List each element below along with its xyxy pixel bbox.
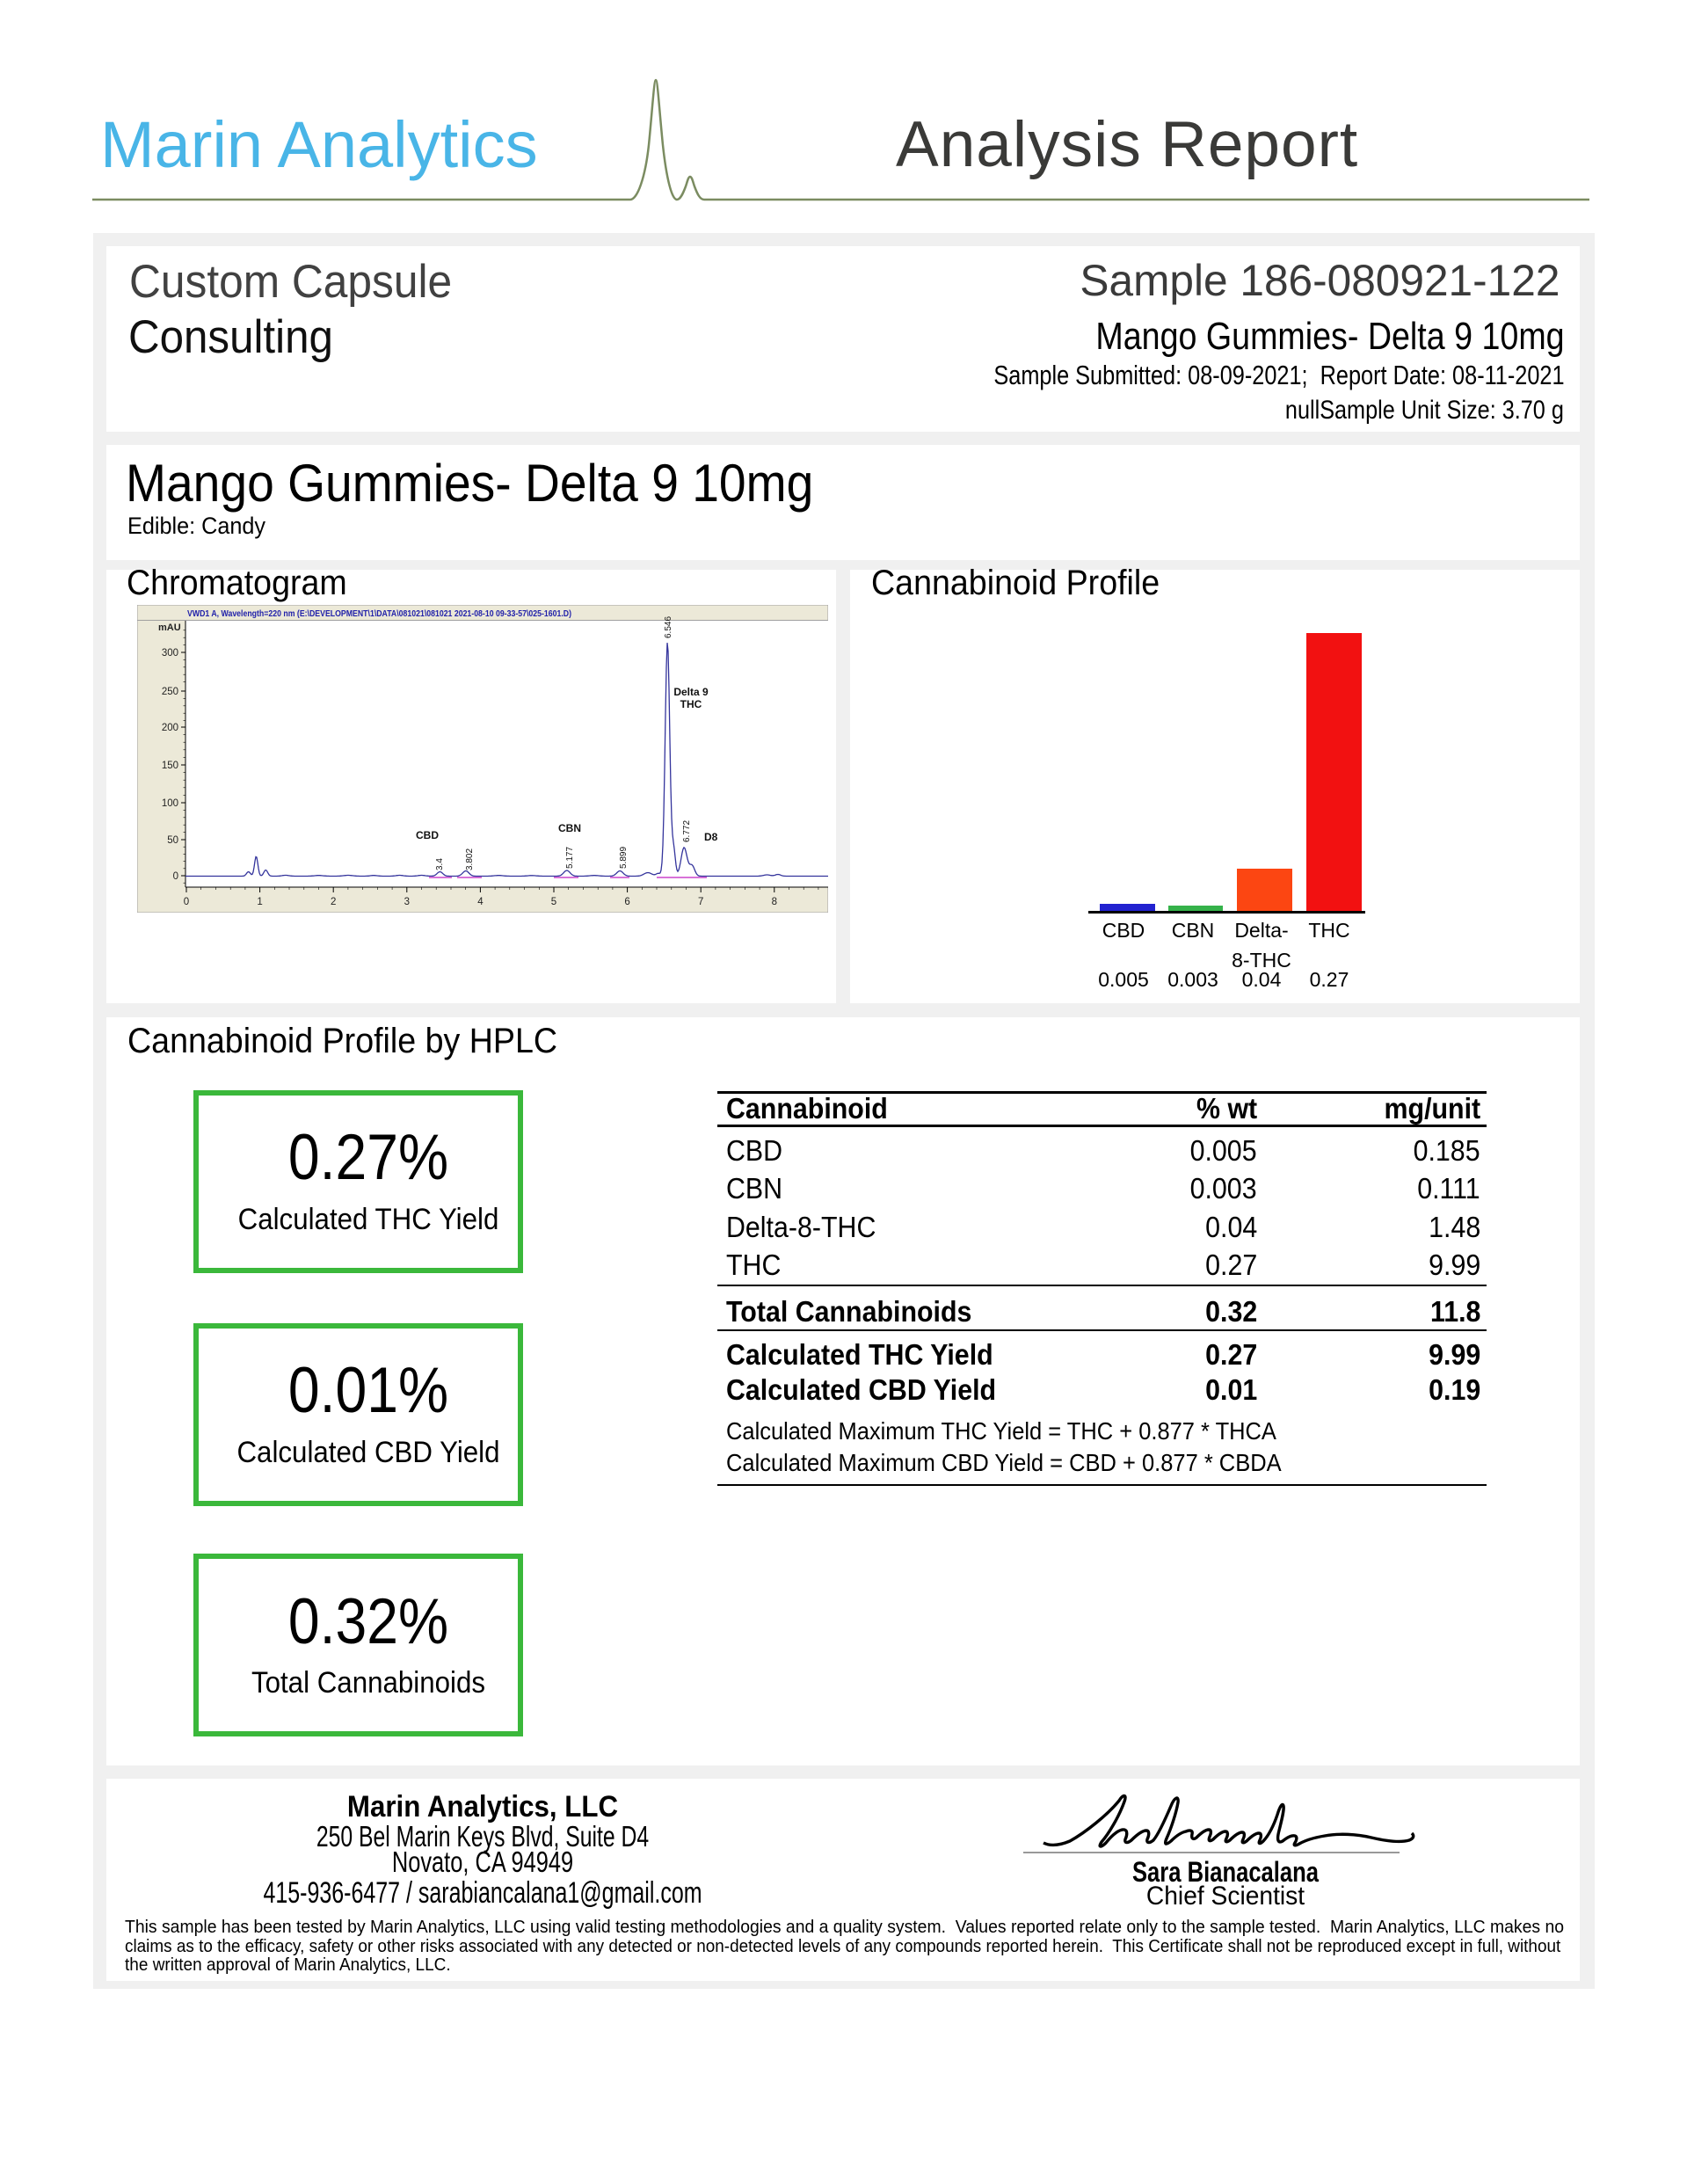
svg-text:250: 250	[162, 687, 178, 697]
svg-text:5: 5	[551, 897, 556, 907]
svg-text:150: 150	[162, 761, 178, 771]
svg-text:7: 7	[698, 897, 703, 907]
svg-text:3: 3	[404, 897, 410, 907]
svg-text:Delta 9: Delta 9	[673, 686, 709, 698]
svg-text:VWD1 A, Wavelength=220 nm (E:\: VWD1 A, Wavelength=220 nm (E:\DEVELOPMEN…	[187, 608, 571, 619]
svg-text:3.4: 3.4	[435, 858, 445, 870]
svg-text:1: 1	[257, 897, 262, 907]
svg-text:D8: D8	[704, 831, 718, 843]
svg-text:6: 6	[624, 897, 629, 907]
svg-text:5.177: 5.177	[565, 847, 575, 869]
svg-text:200: 200	[162, 723, 178, 733]
svg-text:3.802: 3.802	[465, 848, 475, 870]
svg-text:5.899: 5.899	[619, 847, 629, 869]
svg-text:50: 50	[167, 835, 178, 846]
svg-text:6.546: 6.546	[664, 616, 673, 638]
svg-text:CBD: CBD	[416, 829, 439, 841]
svg-text:300: 300	[162, 648, 178, 659]
svg-text:8: 8	[772, 897, 777, 907]
svg-text:mAU: mAU	[158, 622, 181, 633]
svg-text:4: 4	[477, 897, 484, 907]
svg-text:THC: THC	[680, 698, 702, 710]
svg-text:6.772: 6.772	[682, 820, 692, 842]
svg-text:0: 0	[173, 871, 178, 882]
svg-text:CBN: CBN	[558, 822, 581, 834]
svg-text:0: 0	[184, 897, 189, 907]
svg-text:2: 2	[331, 897, 336, 907]
svg-text:100: 100	[162, 798, 178, 809]
